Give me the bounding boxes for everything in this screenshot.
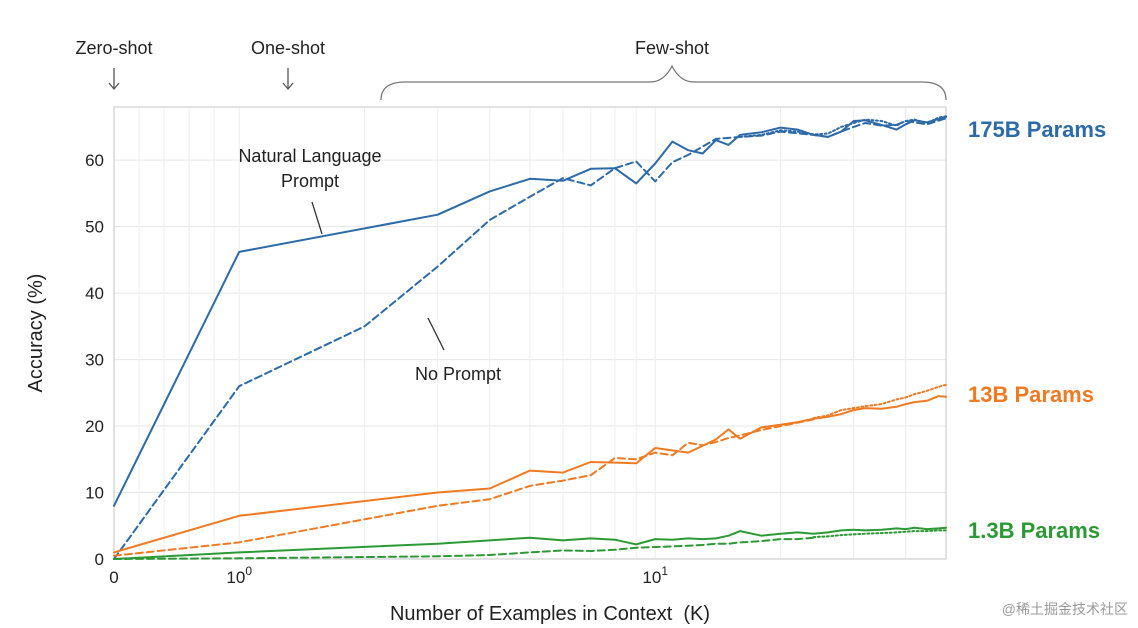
series-line-175b-paramsdotted <box>739 115 947 138</box>
x-tick-label: 101 <box>642 564 668 587</box>
y-axis-title: Accuracy (%) <box>25 274 47 393</box>
few-shot-brace <box>380 64 947 101</box>
series-line-1-3b-paramssolid <box>113 526 947 560</box>
y-tick-label: 10 <box>85 484 104 503</box>
series-line-175b-paramssolid <box>113 116 947 507</box>
x-tick-labels: 0 100 101 <box>109 564 668 587</box>
x-axis-title: Number of Examples in Context (K) <box>390 603 710 625</box>
few-shot-label: Few-shot <box>635 38 709 58</box>
series-line-13b-paramssolid <box>113 395 947 554</box>
model-label-13b: 13B Params <box>968 382 1094 407</box>
one-shot-arrow <box>282 68 294 91</box>
y-tick-label: 0 <box>95 550 104 569</box>
zero-shot-label: Zero-shot <box>75 38 152 58</box>
y-tick-label: 60 <box>85 151 104 170</box>
no-prompt-label: No Prompt <box>415 364 501 384</box>
series-line-13b-paramsdotted <box>812 383 947 420</box>
natural-language-prompt-label-line1: Natural Language <box>238 146 381 166</box>
y-tick-label: 40 <box>85 284 104 303</box>
one-shot-label: One-shot <box>251 38 325 58</box>
series-line-175b-paramsdashed <box>113 117 947 560</box>
series-line-1-3b-paramsdotted <box>812 529 947 539</box>
x-tick-label: 100 <box>226 564 252 587</box>
model-label-175b: 175B Params <box>968 117 1106 142</box>
y-tick-label: 20 <box>85 417 104 436</box>
no-prompt-pointer <box>427 317 445 351</box>
plot-area-frame <box>113 106 947 560</box>
y-tick-labels: 0 10 20 30 40 50 60 <box>85 151 104 569</box>
series-lines <box>113 115 947 560</box>
grid-lines <box>113 107 947 560</box>
series-line-1-3b-paramsdashed <box>113 536 815 560</box>
x-tick-label: 0 <box>109 568 118 587</box>
series-line-13b-paramsdashed <box>113 418 815 557</box>
zero-shot-arrow <box>108 68 120 91</box>
watermark: @稀土掘金技术社区 <box>1002 601 1128 617</box>
y-tick-label: 30 <box>85 351 104 370</box>
natural-language-prompt-pointer <box>311 201 323 235</box>
natural-language-prompt-label-line2: Prompt <box>281 171 339 191</box>
model-label-1-3b: 1.3B Params <box>968 518 1100 543</box>
y-tick-label: 50 <box>85 218 104 237</box>
